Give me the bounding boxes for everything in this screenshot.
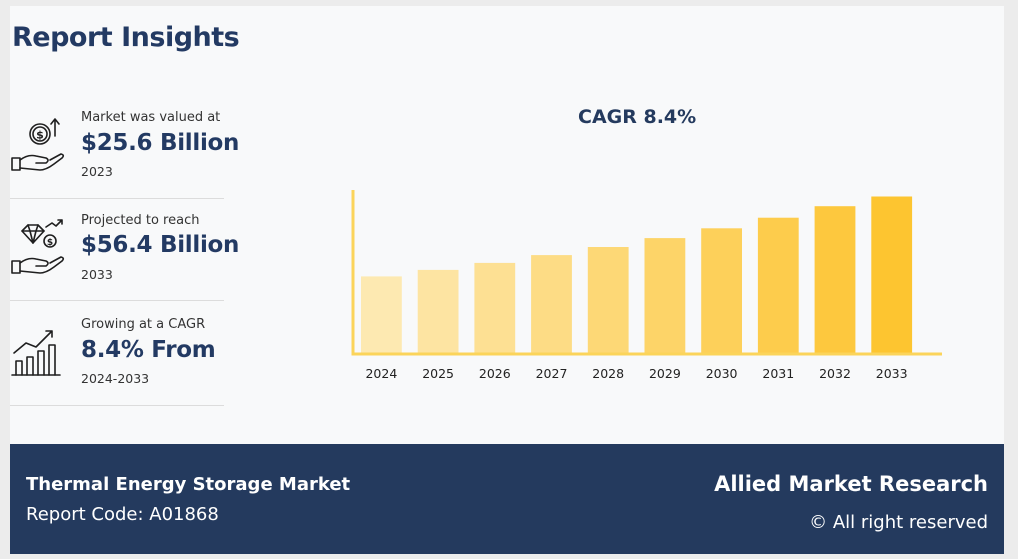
page-title: Report Insights [12,22,240,53]
stat-projected-value: $ Projected to reach $56.4 Billion 2033 [10,198,239,299]
report-insights-card: Report Insights $ Market was valued at $… [10,6,1004,554]
bar-2024 [361,276,402,354]
stat-caption: Growing at a CAGR [81,317,206,332]
stat-period: 2033 [81,267,113,282]
growth-bar-chart-icon [11,330,61,376]
stat-caption: Market was valued at [81,110,221,125]
stat-value: 8.4% From [81,337,216,363]
chart-title: CAGR 8.4% [578,106,697,128]
stat-growth-rate: Growing at a CAGR 8.4% From 2024-2033 [10,300,224,406]
svg-text:$: $ [36,129,44,142]
x-tick-label: 2027 [536,366,568,381]
market-name: Thermal Energy Storage Market [26,474,351,495]
x-tick-label: 2029 [649,366,681,381]
x-tick-label: 2033 [876,366,908,381]
stat-market-value: $ Market was valued at $25.6 Billion 202… [10,96,239,196]
brand-name: Allied Market Research [714,472,988,496]
svg-text:$: $ [47,238,53,248]
money-in-hand-icon: $ [11,118,65,171]
stat-value: $56.4 Billion [81,232,240,258]
x-tick-label: 2032 [819,366,851,381]
x-tick-label: 2026 [479,366,511,381]
footer: Thermal Energy Storage Market Report Cod… [10,444,1004,554]
bar-2026 [474,262,516,354]
bar-chart: 2024 2025 2026 2027 2028 2029 2030 2031 2032 2033 [351,190,942,381]
x-tick-label: 2024 [365,366,397,381]
bar-2028 [587,247,629,354]
copyright-notice: © All right reserved [809,512,988,533]
stat-period: 2024-2033 [81,371,150,386]
bar-2029 [644,238,686,354]
x-tick-label: 2030 [706,366,738,381]
bar-2033 [871,196,913,354]
bar-2030 [701,228,742,354]
bar-2031 [757,217,799,354]
diamond-coin-hand-icon: $ [11,219,65,274]
stat-value: $25.6 Billion [81,130,240,156]
stat-period: 2023 [81,164,113,179]
bar-2032 [814,206,856,354]
stat-caption: Projected to reach [81,213,200,228]
bar-2027 [531,255,572,354]
x-tick-label: 2025 [422,366,454,381]
report-code: Report Code: A01868 [26,504,219,525]
x-tick-label: 2031 [762,366,794,381]
bar-2025 [417,269,459,354]
x-tick-label: 2028 [592,366,624,381]
